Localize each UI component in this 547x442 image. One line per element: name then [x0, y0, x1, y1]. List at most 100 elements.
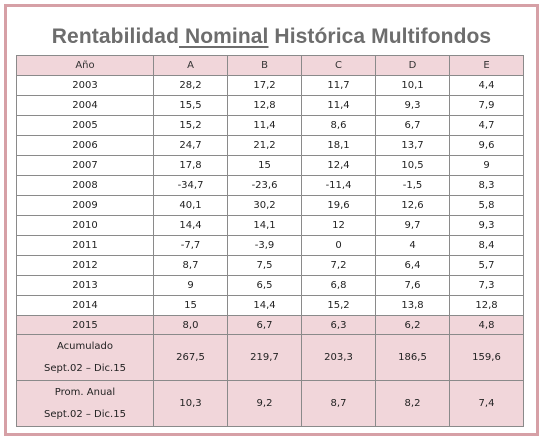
cell-value: -7,7 — [153, 235, 228, 256]
cell-value: 15 — [227, 155, 302, 176]
cell-value: 7,6 — [375, 275, 450, 296]
table-row-prom-anual: Prom. Anual Sept.02 – Dic.15 10,3 9,2 8,7… — [16, 380, 524, 427]
cell-year: 2012 — [16, 255, 154, 276]
title-part-1: Rentabilidad — [51, 25, 180, 48]
cell-value: 12,8 — [449, 295, 524, 316]
cell-year: 2007 — [16, 155, 154, 176]
cell-value: -3,9 — [227, 235, 302, 256]
cell-value: 7,2 — [301, 255, 376, 276]
prom-anual-label-line1: Prom. Anual — [54, 386, 116, 398]
header-fund-b: B — [227, 55, 302, 76]
cell-value: 0 — [301, 235, 376, 256]
cell-year: 2003 — [16, 75, 154, 96]
cell-year: 2015 — [16, 315, 154, 335]
cell-value: 9 — [153, 275, 228, 296]
table-row: 2010 14,4 14,1 12 9,7 9,3 — [16, 215, 524, 236]
cell-value: 15,2 — [301, 295, 376, 316]
cell-value: 21,2 — [227, 135, 302, 156]
cell-value: 7,9 — [449, 95, 524, 116]
header-fund-d: D — [375, 55, 450, 76]
cell-value: 30,2 — [227, 195, 302, 216]
cell-year: 2011 — [16, 235, 154, 256]
cell-value: 18,1 — [301, 135, 376, 156]
cell-value: 6,8 — [301, 275, 376, 296]
cell-value: 5,8 — [449, 195, 524, 216]
cell-value: 9,6 — [449, 135, 524, 156]
cell-value: 28,2 — [153, 75, 228, 96]
cell-value: 6,7 — [375, 115, 450, 136]
cell-value: 11,4 — [301, 95, 376, 116]
cell-year: 2004 — [16, 95, 154, 116]
cell-value: 24,7 — [153, 135, 228, 156]
cell-value: 10,5 — [375, 155, 450, 176]
cell-value: 15,2 — [153, 115, 228, 136]
cell-value: -1,5 — [375, 175, 450, 196]
header-row: Año A B C D E — [16, 55, 524, 76]
cell-value: 13,7 — [375, 135, 450, 156]
cell-year: 2009 — [16, 195, 154, 216]
cell-value: 14,1 — [227, 215, 302, 236]
cell-value: 186,5 — [375, 334, 450, 381]
cell-value: 9 — [449, 155, 524, 176]
cell-value: 11,4 — [227, 115, 302, 136]
cell-value: 10,1 — [375, 75, 450, 96]
cell-value: 19,6 — [301, 195, 376, 216]
cell-value: -23,6 — [227, 175, 302, 196]
table-row: 2005 15,2 11,4 8,6 6,7 4,7 — [16, 115, 524, 136]
returns-table: Año A B C D E 2003 28,2 17,2 11,7 10,1 4,4 20… — [16, 55, 524, 427]
cell-value: 6,2 — [375, 315, 450, 335]
cell-value: 4 — [375, 235, 450, 256]
cell-value: 8,2 — [375, 380, 450, 427]
table-row: 2006 24,7 21,2 18,1 13,7 9,6 — [16, 135, 524, 156]
cell-value: 15 — [153, 295, 228, 316]
cell-value: 8,6 — [301, 115, 376, 136]
cell-value: 14,4 — [153, 215, 228, 236]
cell-value: 13,8 — [375, 295, 450, 316]
page-title: Rentabilidad Nominal Histórica Multifond… — [7, 25, 536, 49]
cell-value: 8,3 — [449, 175, 524, 196]
title-underlined-word: Nominal — [179, 25, 269, 48]
acumulado-label-line1: Acumulado — [57, 340, 113, 352]
cell-value: 17,2 — [227, 75, 302, 96]
table-row: 2011 -7,7 -3,9 0 4 8,4 — [16, 235, 524, 256]
cell-value: 12,6 — [375, 195, 450, 216]
cell-value: 7,5 — [227, 255, 302, 276]
cell-value: 5,7 — [449, 255, 524, 276]
cell-value: 4,8 — [449, 315, 524, 335]
cell-value: 6,7 — [227, 315, 302, 335]
cell-value: 14,4 — [227, 295, 302, 316]
cell-value: 6,3 — [301, 315, 376, 335]
cell-value: 219,7 — [227, 334, 302, 381]
table-row: 2007 17,8 15 12,4 10,5 9 — [16, 155, 524, 176]
cell-value: 6,4 — [375, 255, 450, 276]
cell-value: -34,7 — [153, 175, 228, 196]
title-part-2: Histórica Multifondos — [268, 25, 492, 48]
cell-value: 8,7 — [153, 255, 228, 276]
cell-value: 10,3 — [153, 380, 228, 427]
acumulado-label-line2: Sept.02 – Dic.15 — [44, 362, 126, 374]
cell-value: 12,4 — [301, 155, 376, 176]
prom-anual-label-line2: Sept.02 – Dic.15 — [44, 408, 126, 420]
cell-value: 17,8 — [153, 155, 228, 176]
cell-year: 2008 — [16, 175, 154, 196]
table-row: 2008 -34,7 -23,6 -11,4 -1,5 8,3 — [16, 175, 524, 196]
cell-year: 2006 — [16, 135, 154, 156]
cell-value: 8,7 — [301, 380, 376, 427]
cell-value: 6,5 — [227, 275, 302, 296]
table-row: 2012 8,7 7,5 7,2 6,4 5,7 — [16, 255, 524, 276]
header-fund-a: A — [153, 55, 228, 76]
table-row: 2014 15 14,4 15,2 13,8 12,8 — [16, 295, 524, 316]
cell-value: 4,7 — [449, 115, 524, 136]
header-fund-c: C — [301, 55, 376, 76]
table-row-acumulado: Acumulado Sept.02 – Dic.15 267,5 219,7 20… — [16, 334, 524, 381]
cell-value: 7,4 — [449, 380, 524, 427]
cell-value: 7,3 — [449, 275, 524, 296]
acumulado-label: Acumulado Sept.02 – Dic.15 — [16, 334, 154, 381]
cell-year: 2005 — [16, 115, 154, 136]
cell-value: 203,3 — [301, 334, 376, 381]
cell-value: 4,4 — [449, 75, 524, 96]
table-row: 2004 15,5 12,8 11,4 9,3 7,9 — [16, 95, 524, 116]
cell-value: 11,7 — [301, 75, 376, 96]
cell-value: 8,0 — [153, 315, 228, 335]
cell-value: 8,4 — [449, 235, 524, 256]
